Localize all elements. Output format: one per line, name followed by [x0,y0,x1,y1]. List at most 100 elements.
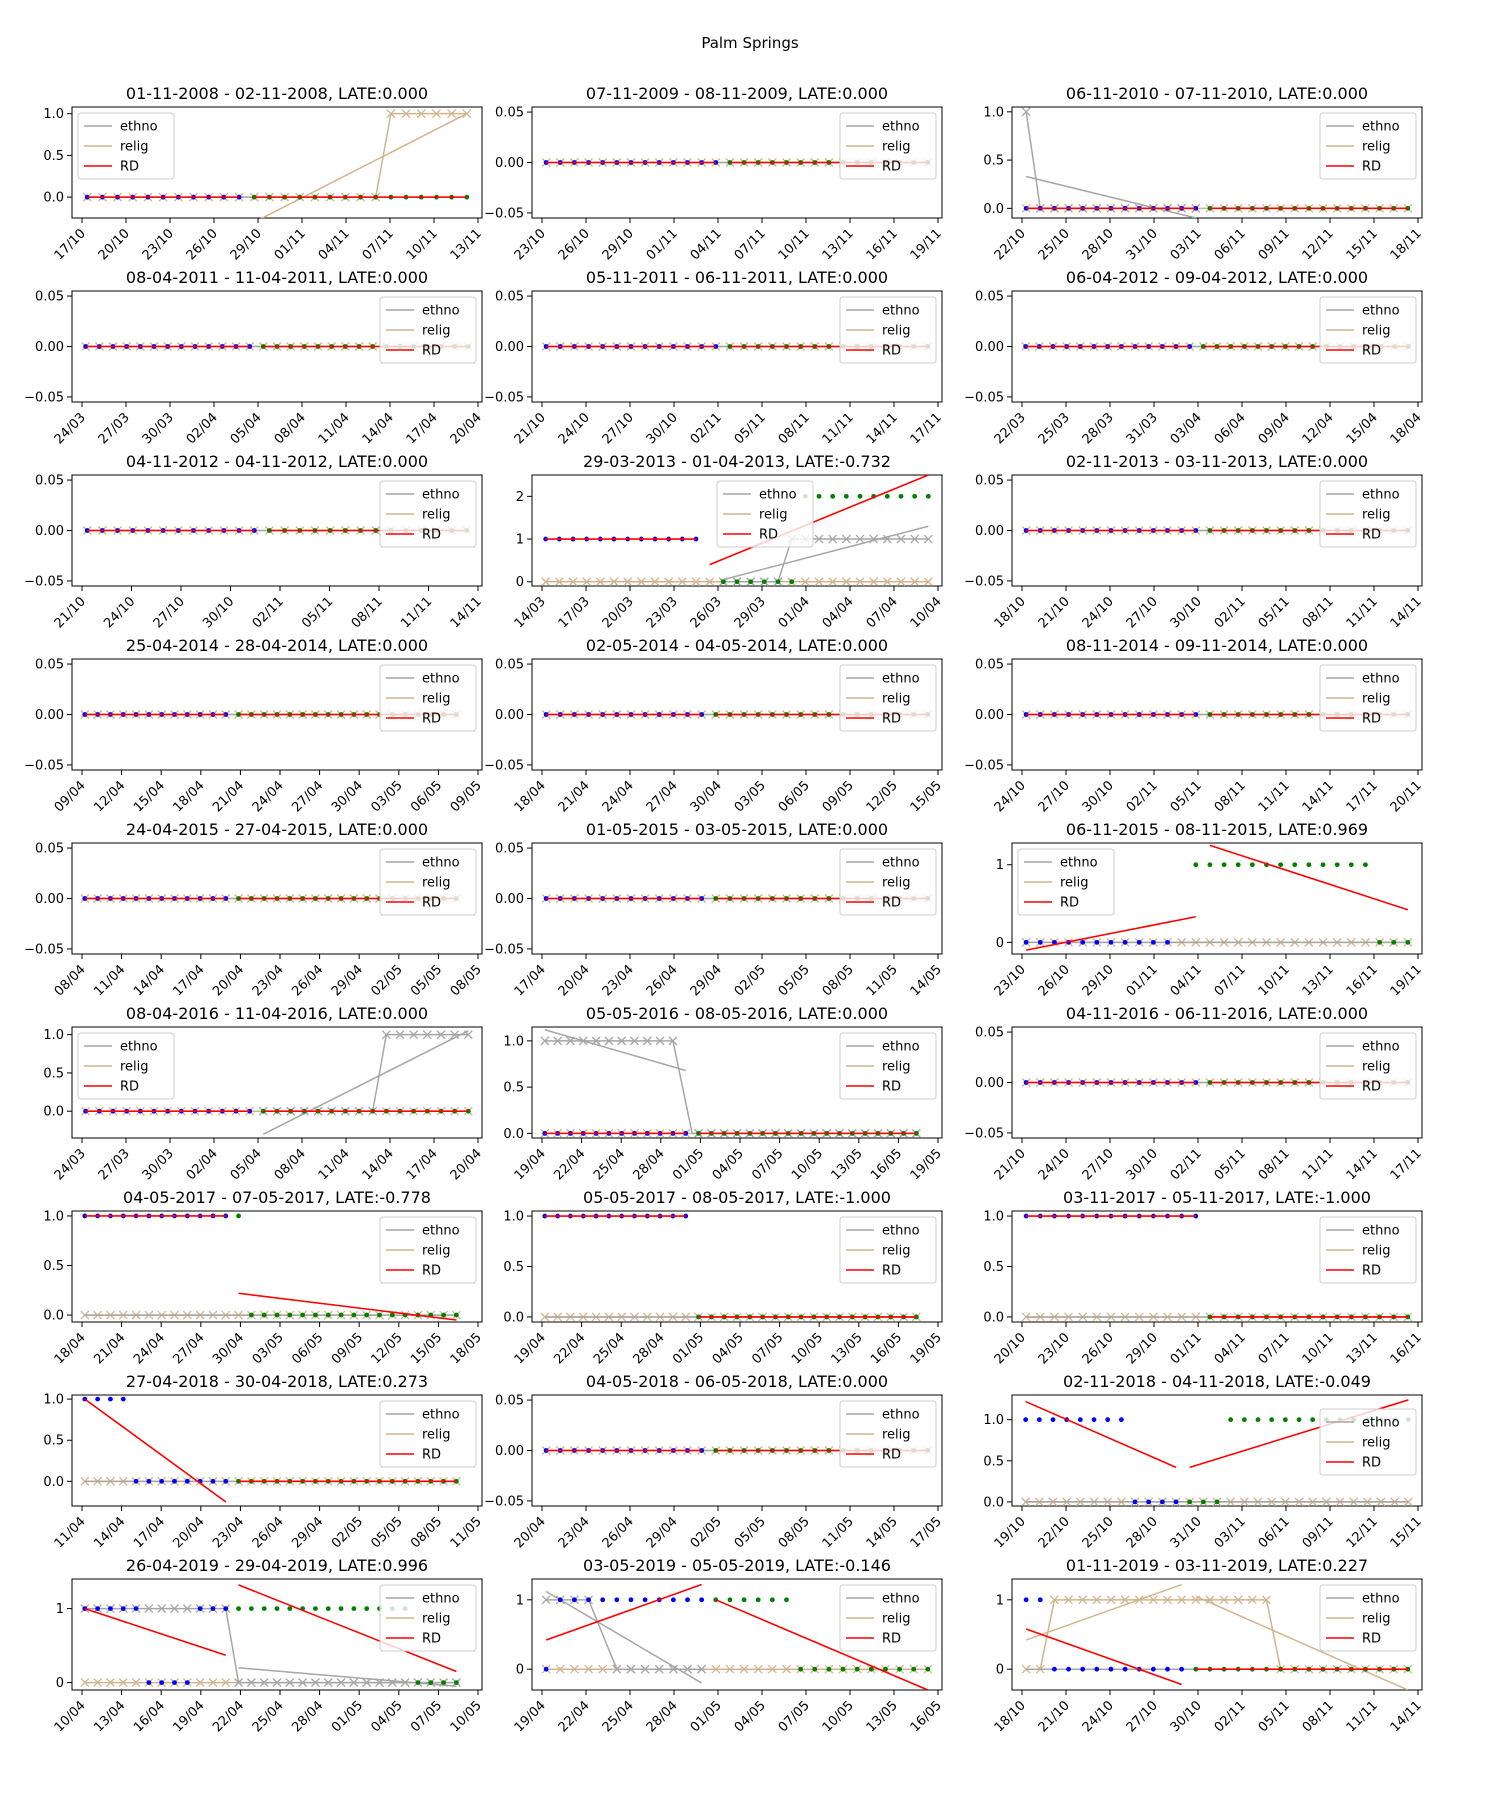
y-tick-label: 0.05 [975,658,1004,673]
relig-marker [691,577,701,586]
x-tick-label: 04/11 [1212,1330,1249,1367]
x-tick-label: 14/11 [1388,594,1425,631]
y-tick-label: 1.0 [43,1028,64,1043]
x-tick-label: 14/04 [360,1146,397,1183]
x-tick-label: 23/10 [140,226,177,263]
y-tick-label: 0.0 [503,1310,524,1325]
y-tick-label: 0 [516,575,524,590]
legend-label: ethno [120,1040,158,1055]
legend-label: relig [1362,324,1391,339]
post-point [364,1312,370,1318]
x-tick-label: 09/04 [1256,410,1293,447]
post-point [884,493,890,499]
x-tick-label: 08/11 [1256,1146,1293,1183]
legend-label: RD [1362,1080,1381,1095]
x-tick-label: 30/10 [1080,778,1117,815]
relig-marker [636,577,646,586]
x-tick-label: 20/04 [171,1514,208,1551]
y-tick-label: 0.05 [495,842,524,857]
ethno-marker [828,534,838,544]
ethno-marker [182,1604,192,1614]
x-tick-label: 05/04 [228,1146,265,1183]
x-tick-label: 22/10 [1036,1514,1073,1551]
legend: ethno relig RD [1319,1216,1417,1284]
legend-box [1319,1032,1417,1100]
subplot-title: 04-11-2016 - 06-11-2016, LATE:0.000 [1066,1004,1368,1023]
pre-point [108,1396,113,1402]
post-point [377,1312,382,1318]
subplot-22: 27-04-2018 - 30-04-2018, LATE:0.273 0.0 0.… [43,1372,485,1551]
relig-marker [623,577,633,586]
post-point [428,1680,434,1685]
legend-label: relig [422,1428,451,1443]
ethno-trend [1025,175,1196,218]
relig-marker [1177,1595,1187,1605]
pre-point [685,1597,690,1603]
pre-point [1023,1417,1029,1423]
x-tick-label: 18/10 [992,594,1029,631]
x-tick-label: 10/05 [448,1698,485,1735]
x-tick-label: 14/11 [864,410,901,447]
y-tick-label: 0.5 [43,1259,64,1274]
post-point [734,579,740,585]
x-tick-label: 18/04 [1388,410,1425,447]
x-tick-label: 07/05 [776,1698,813,1735]
x-tick-label: 24/03 [52,1146,89,1183]
legend: ethno relig RD [839,1584,937,1652]
y-tick-label: 0.05 [495,1394,524,1409]
x-tick-label: 30/10 [1168,1698,1205,1735]
x-tick-label: 16/05 [868,1330,905,1367]
x-tick-label: 30/10 [1168,594,1205,631]
x-tick-label: 02/11 [1124,778,1161,815]
legend-label: ethno [422,1224,460,1239]
legend-label: RD [422,1264,441,1279]
x-tick-label: 21/04 [91,1330,128,1367]
pre-point [197,1606,203,1611]
x-tick-label: 14/11 [1344,1146,1381,1183]
pre-point [1108,1666,1114,1672]
subplot-2: 07-11-2009 - 08-11-2009, LATE:0.000 −0.05… [484,84,945,263]
legend-label: relig [1362,1612,1391,1627]
post-point [453,1680,459,1685]
legend-box [379,664,477,732]
x-tick-label: 11/05 [448,1514,485,1551]
x-tick-label: 17/04 [404,410,441,447]
post-point [1320,862,1326,868]
pre-point [1094,1666,1100,1672]
post-point [313,1606,318,1611]
relig-trend [1025,1583,1182,1641]
x-tick-label: 20/04 [512,1514,549,1551]
pre-point [642,1597,648,1603]
relig-marker [118,1678,128,1688]
legend-label: RD [422,712,441,727]
legend: ethno relig RD [1319,1408,1417,1476]
post-point [287,1312,293,1318]
x-tick-label: 21/04 [210,778,247,815]
post-point [830,493,836,499]
x-tick-label: 12/11 [1344,1514,1381,1551]
relig-trend [1195,1595,1409,1690]
post-point [1193,862,1199,868]
rd-line [238,1584,457,1673]
x-tick-label: 08/11 [1212,778,1249,815]
y-tick-label: 0.00 [975,1076,1004,1091]
x-tick-label: 26/04 [600,1514,637,1551]
x-tick-label: 20/04 [448,1146,485,1183]
subplot-9: 02-11-2013 - 03-11-2013, LATE:0.000 −0.05… [964,452,1425,631]
x-tick-label: 17/04 [171,962,208,999]
y-tick-label: 0.00 [35,892,64,907]
rd-line [84,1607,227,1656]
x-tick-label: 12/04 [1300,410,1337,447]
pre-point [1132,1499,1138,1505]
x-tick-label: 15/04 [131,778,168,815]
pre-point [1118,1417,1124,1423]
x-tick-label: 02/11 [688,410,725,447]
y-tick-label: −0.05 [484,758,524,773]
ethno-marker [323,1678,333,1688]
x-tick-label: 14/04 [360,410,397,447]
x-tick-label: 24/04 [131,1330,168,1367]
subplot-15: 06-11-2015 - 08-11-2015, LATE:0.969 0 1 23/… [992,820,1425,999]
pre-point [236,194,242,200]
y-tick-label: 1.0 [983,105,1004,120]
legend-label: relig [1362,1060,1391,1075]
